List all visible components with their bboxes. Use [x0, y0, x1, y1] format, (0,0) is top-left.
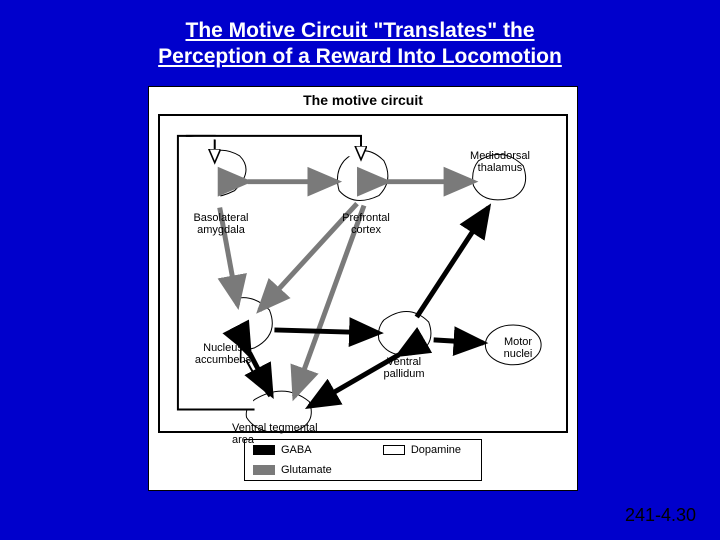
label-pallidum: Ventralpallidum — [374, 356, 434, 380]
legend-swatch-dopamine — [383, 445, 405, 455]
legend: GABA Dopamine Glutamate — [244, 439, 482, 481]
edges-gaba — [250, 208, 489, 407]
legend-swatch-gaba — [253, 445, 275, 455]
legend-label-gaba: GABA — [281, 444, 312, 456]
label-accumbens: Nucleusaccumbens — [190, 342, 256, 366]
legend-label-dopamine: Dopamine — [411, 444, 461, 456]
label-thalamus: Mediodorsalthalamus — [462, 150, 538, 174]
edges-dopamine — [178, 136, 361, 410]
figure-title: The motive circuit — [148, 92, 578, 108]
label-prefrontal: Prefrontalcortex — [336, 212, 396, 236]
legend-swatch-glutamate — [253, 465, 275, 475]
label-amygdala: Basolateralamygdala — [186, 212, 256, 236]
page-number: 241-4.30 — [625, 505, 696, 526]
legend-label-glutamate: Glutamate — [281, 464, 332, 476]
slide-title: The Motive Circuit "Translates" the Perc… — [0, 0, 720, 71]
title-line-1: The Motive Circuit "Translates" the — [186, 19, 535, 42]
figure-panel: The motive circuit — [148, 86, 578, 491]
title-line-2: Perception of a Reward Into Locomotion — [158, 45, 562, 68]
label-motor: Motornuclei — [496, 336, 540, 360]
diagram-box: Basolateralamygdala Prefrontalcortex Med… — [158, 114, 568, 433]
